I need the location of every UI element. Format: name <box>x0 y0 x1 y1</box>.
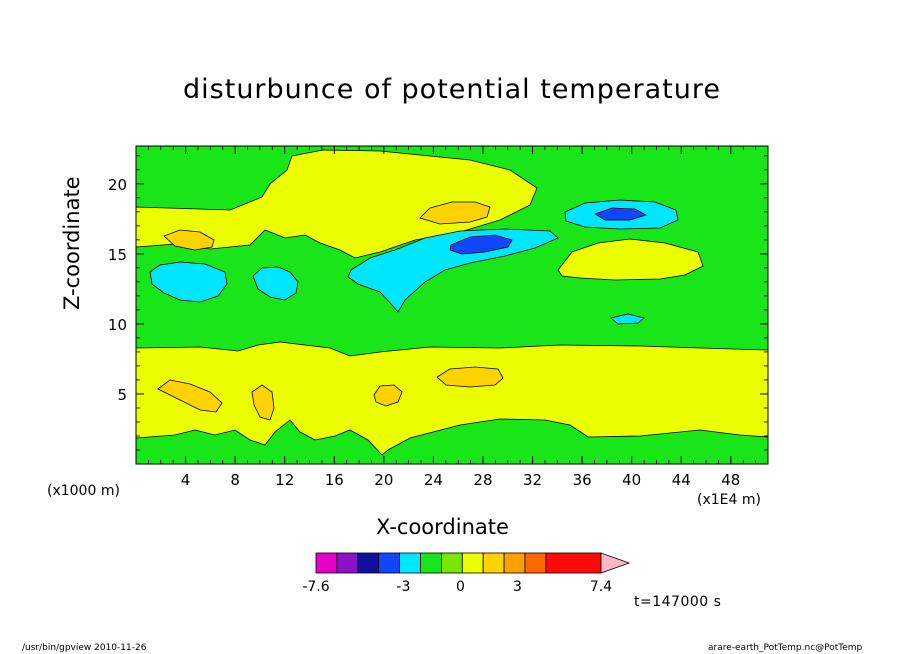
x-tick-label: 48 <box>721 471 740 489</box>
x-tick-label: 28 <box>473 471 492 489</box>
x-axis-label: X-coordinate <box>376 515 509 539</box>
x-tick-label: 40 <box>622 471 641 489</box>
colorbar-cell <box>315 552 338 574</box>
x-tick-label: 32 <box>523 471 542 489</box>
x-tick-label: 8 <box>230 471 240 489</box>
colorbar-tick-label: -7.6 <box>302 579 329 595</box>
min-core-1 <box>449 234 513 255</box>
min-core-2 <box>594 207 648 221</box>
colorbar-cell <box>482 552 505 574</box>
x-tick-label: 16 <box>325 471 344 489</box>
upper-right-positive <box>557 238 704 281</box>
max-lower-mid <box>436 366 504 388</box>
negative-small-right <box>610 313 645 325</box>
plot-frame <box>135 145 769 465</box>
y-axis-label: Z-coordinate <box>60 176 84 310</box>
colorbar-tick-label: -3 <box>396 579 410 595</box>
colorbar-cell <box>336 552 359 574</box>
max-lower-small <box>373 384 403 407</box>
y-tick-label: 20 <box>108 176 127 194</box>
x-tick-label: 36 <box>573 471 592 489</box>
x-scale-label: (x1E4 m) <box>697 492 761 508</box>
colorbar-cell <box>440 552 463 574</box>
x-tick-label: 44 <box>672 471 691 489</box>
colorbar-cell <box>461 552 484 574</box>
colorbar-tick-label: 7.4 <box>590 579 612 595</box>
x-axis: 4 8 12 16 20 24 28 32 36 40 44 48 <box>147 146 757 489</box>
lower-positive-band <box>136 341 768 456</box>
colorbar-cell <box>420 552 442 574</box>
colorbar-cell <box>399 552 421 574</box>
footer-right: arare-earth_PotTemp.nc@PotTemp <box>708 643 863 653</box>
x-tick-label: 20 <box>374 471 393 489</box>
max-upper-mid <box>419 201 491 225</box>
x-tick-label: 24 <box>424 471 443 489</box>
negative-left <box>149 261 228 303</box>
colorbar-cell <box>357 552 380 574</box>
x-unit-label: (x1000 m) <box>47 483 120 499</box>
y-tick-label: 15 <box>108 246 127 264</box>
colorbar-tick-label: 3 <box>513 579 522 595</box>
time-label: t=147000 s <box>634 594 722 610</box>
colorbar-cell <box>545 552 602 574</box>
colorbar: -7.6 -3 0 3 7.4 <box>302 552 631 595</box>
y-axis: 5 10 15 20 <box>108 155 768 451</box>
colorbar-extension <box>600 552 631 574</box>
colorbar-cell <box>503 552 526 574</box>
y-tick-label: 10 <box>108 316 127 334</box>
negative-tongue <box>347 228 559 313</box>
colorbar-tick-label: 0 <box>456 579 465 595</box>
max-lower-left <box>157 379 223 413</box>
x-tick-label: 4 <box>181 471 191 489</box>
negative-scatter <box>252 266 299 301</box>
x-tick-label: 12 <box>275 471 294 489</box>
colorbar-cell <box>524 552 547 574</box>
max-upper-left <box>163 229 215 251</box>
footer-left: /usr/bin/gpview 2010-11-26 <box>22 643 147 653</box>
chart-title: disturbunce of potential temperature <box>183 74 721 105</box>
y-tick-label: 5 <box>117 386 127 404</box>
max-lower-small-2 <box>251 384 275 421</box>
colorbar-cell <box>378 552 401 574</box>
